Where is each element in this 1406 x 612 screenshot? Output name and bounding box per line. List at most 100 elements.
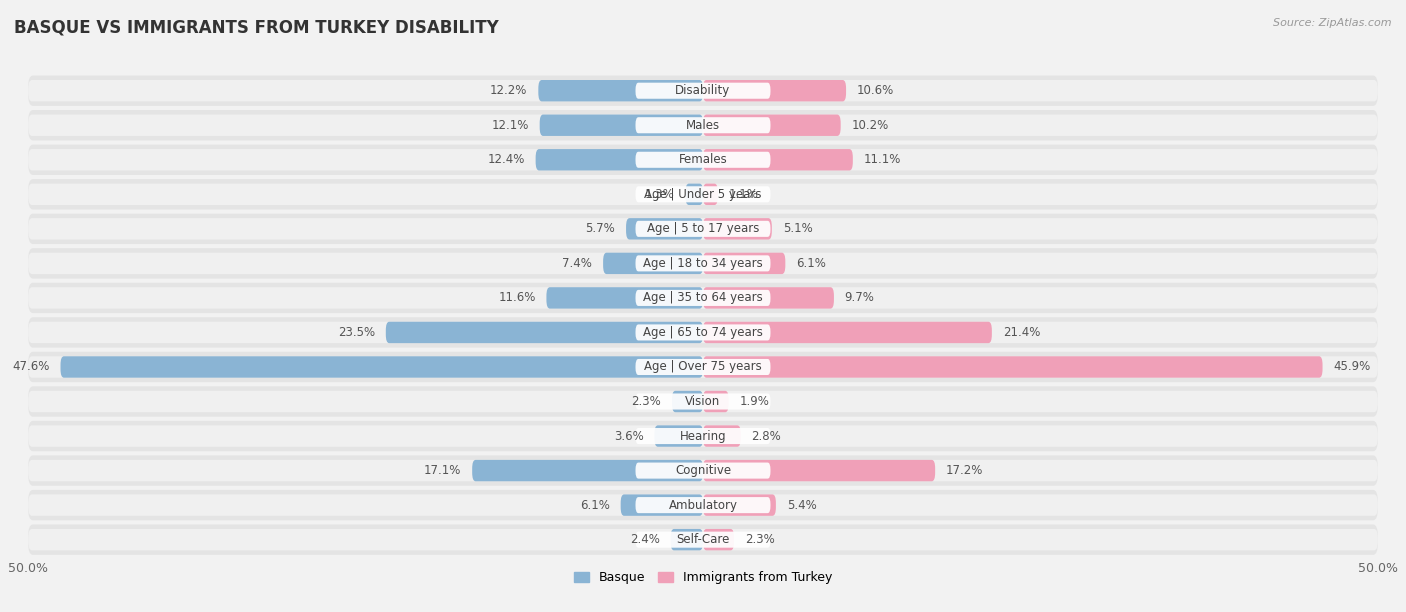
FancyBboxPatch shape — [385, 322, 703, 343]
FancyBboxPatch shape — [636, 324, 770, 340]
FancyBboxPatch shape — [703, 287, 834, 308]
FancyBboxPatch shape — [636, 118, 770, 133]
Text: Disability: Disability — [675, 84, 731, 97]
Text: Source: ZipAtlas.com: Source: ZipAtlas.com — [1274, 18, 1392, 28]
Text: 2.8%: 2.8% — [752, 430, 782, 442]
FancyBboxPatch shape — [28, 179, 1378, 209]
FancyBboxPatch shape — [672, 391, 703, 412]
FancyBboxPatch shape — [703, 253, 786, 274]
FancyBboxPatch shape — [636, 359, 770, 375]
FancyBboxPatch shape — [636, 290, 770, 306]
FancyBboxPatch shape — [703, 529, 734, 550]
FancyBboxPatch shape — [28, 283, 1378, 313]
FancyBboxPatch shape — [28, 529, 1378, 550]
FancyBboxPatch shape — [636, 186, 770, 203]
Text: 6.1%: 6.1% — [581, 499, 610, 512]
FancyBboxPatch shape — [28, 110, 1378, 140]
FancyBboxPatch shape — [472, 460, 703, 481]
FancyBboxPatch shape — [28, 460, 1378, 481]
Text: 2.3%: 2.3% — [631, 395, 661, 408]
Text: 11.1%: 11.1% — [863, 153, 901, 166]
FancyBboxPatch shape — [28, 287, 1378, 308]
Text: Hearing: Hearing — [679, 430, 727, 442]
FancyBboxPatch shape — [28, 356, 1378, 378]
FancyBboxPatch shape — [686, 184, 703, 205]
FancyBboxPatch shape — [703, 425, 741, 447]
FancyBboxPatch shape — [626, 218, 703, 239]
Text: Age | 5 to 17 years: Age | 5 to 17 years — [647, 222, 759, 236]
FancyBboxPatch shape — [28, 218, 1378, 239]
Text: 2.3%: 2.3% — [745, 533, 775, 546]
FancyBboxPatch shape — [703, 184, 718, 205]
Text: Age | Under 5 years: Age | Under 5 years — [644, 188, 762, 201]
Text: Females: Females — [679, 153, 727, 166]
FancyBboxPatch shape — [703, 80, 846, 102]
FancyBboxPatch shape — [603, 253, 703, 274]
FancyBboxPatch shape — [28, 322, 1378, 343]
FancyBboxPatch shape — [28, 248, 1378, 278]
FancyBboxPatch shape — [636, 497, 770, 513]
Text: 5.1%: 5.1% — [783, 222, 813, 236]
FancyBboxPatch shape — [636, 394, 770, 409]
Legend: Basque, Immigrants from Turkey: Basque, Immigrants from Turkey — [569, 566, 837, 589]
FancyBboxPatch shape — [703, 149, 853, 171]
Text: 17.2%: 17.2% — [946, 464, 983, 477]
FancyBboxPatch shape — [703, 391, 728, 412]
FancyBboxPatch shape — [620, 494, 703, 516]
FancyBboxPatch shape — [636, 255, 770, 271]
FancyBboxPatch shape — [636, 152, 770, 168]
Text: 11.6%: 11.6% — [498, 291, 536, 304]
FancyBboxPatch shape — [636, 532, 770, 548]
Text: 10.2%: 10.2% — [852, 119, 889, 132]
FancyBboxPatch shape — [28, 425, 1378, 447]
FancyBboxPatch shape — [703, 460, 935, 481]
Text: Males: Males — [686, 119, 720, 132]
Text: 1.1%: 1.1% — [728, 188, 758, 201]
Text: 1.9%: 1.9% — [740, 395, 769, 408]
FancyBboxPatch shape — [536, 149, 703, 171]
FancyBboxPatch shape — [636, 463, 770, 479]
FancyBboxPatch shape — [28, 352, 1378, 382]
Text: 10.6%: 10.6% — [856, 84, 894, 97]
Text: 12.1%: 12.1% — [492, 119, 529, 132]
Text: 7.4%: 7.4% — [562, 257, 592, 270]
Text: 3.6%: 3.6% — [614, 430, 644, 442]
Text: 9.7%: 9.7% — [845, 291, 875, 304]
FancyBboxPatch shape — [654, 425, 703, 447]
FancyBboxPatch shape — [703, 356, 1323, 378]
Text: Age | 65 to 74 years: Age | 65 to 74 years — [643, 326, 763, 339]
FancyBboxPatch shape — [538, 80, 703, 102]
Text: Age | 18 to 34 years: Age | 18 to 34 years — [643, 257, 763, 270]
Text: Age | Over 75 years: Age | Over 75 years — [644, 360, 762, 373]
FancyBboxPatch shape — [28, 524, 1378, 555]
Text: Ambulatory: Ambulatory — [668, 499, 738, 512]
FancyBboxPatch shape — [60, 356, 703, 378]
Text: 47.6%: 47.6% — [13, 360, 49, 373]
FancyBboxPatch shape — [28, 75, 1378, 106]
FancyBboxPatch shape — [703, 218, 772, 239]
FancyBboxPatch shape — [28, 214, 1378, 244]
FancyBboxPatch shape — [28, 494, 1378, 516]
FancyBboxPatch shape — [28, 391, 1378, 412]
Text: Cognitive: Cognitive — [675, 464, 731, 477]
FancyBboxPatch shape — [703, 114, 841, 136]
FancyBboxPatch shape — [703, 494, 776, 516]
FancyBboxPatch shape — [28, 80, 1378, 102]
Text: 17.1%: 17.1% — [425, 464, 461, 477]
FancyBboxPatch shape — [28, 317, 1378, 348]
Text: 6.1%: 6.1% — [796, 257, 825, 270]
Text: Self-Care: Self-Care — [676, 533, 730, 546]
Text: 12.2%: 12.2% — [491, 84, 527, 97]
FancyBboxPatch shape — [636, 428, 770, 444]
Text: 1.3%: 1.3% — [645, 188, 675, 201]
FancyBboxPatch shape — [703, 322, 991, 343]
FancyBboxPatch shape — [28, 184, 1378, 205]
FancyBboxPatch shape — [28, 253, 1378, 274]
FancyBboxPatch shape — [28, 149, 1378, 171]
FancyBboxPatch shape — [636, 221, 770, 237]
FancyBboxPatch shape — [636, 83, 770, 99]
FancyBboxPatch shape — [28, 455, 1378, 486]
Text: 5.4%: 5.4% — [787, 499, 817, 512]
Text: 5.7%: 5.7% — [585, 222, 616, 236]
Text: Age | 35 to 64 years: Age | 35 to 64 years — [643, 291, 763, 304]
